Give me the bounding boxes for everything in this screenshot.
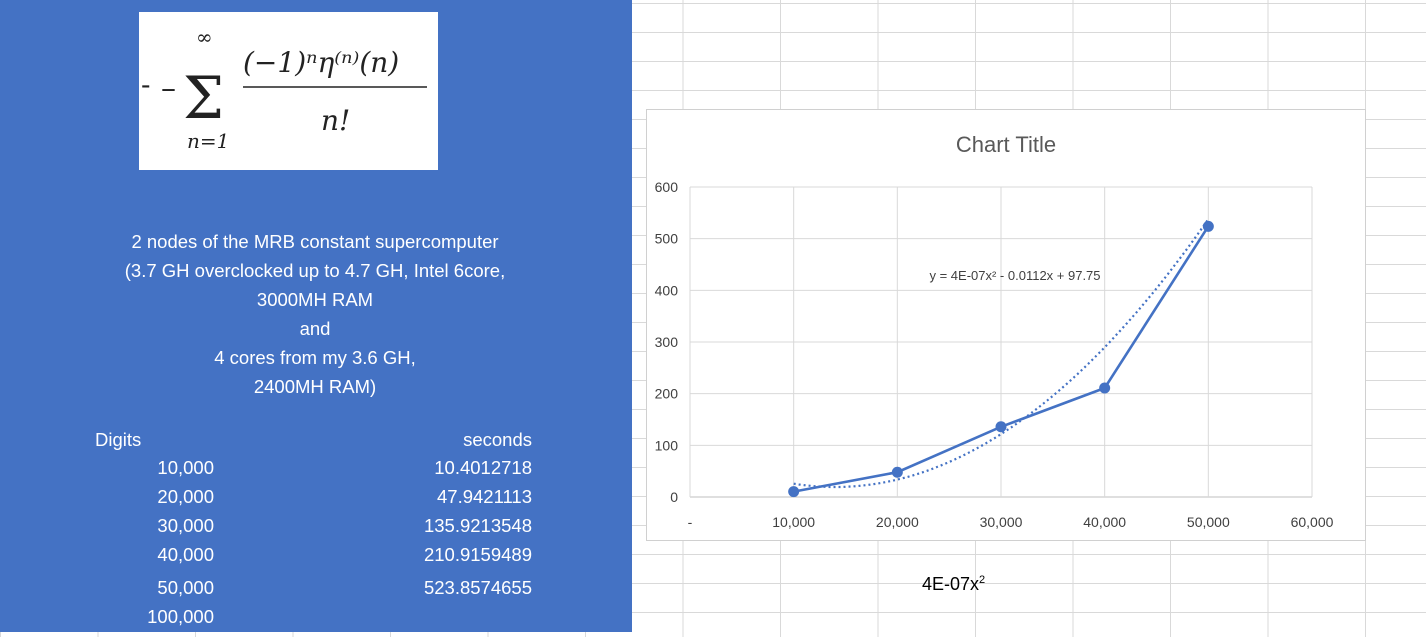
formula-image[interactable]: - – ∞ Σ n=1 (−1)ⁿη⁽ⁿ⁾(n) n! (139, 12, 438, 170)
x-tick-label: - (688, 514, 693, 530)
digits-header-cell[interactable]: Digits (95, 429, 142, 450)
chart-title[interactable]: Chart Title (956, 132, 1056, 157)
x-tick-label: 20,000 (876, 514, 919, 530)
x-tick-label: 60,000 (1291, 514, 1334, 530)
description-line: 4 cores from my 3.6 GH, (214, 347, 416, 368)
y-tick-label: 200 (655, 386, 679, 402)
data-point (891, 466, 903, 478)
x-tick-label: 50,000 (1187, 514, 1230, 530)
trendline (793, 218, 1210, 489)
seconds-cell[interactable]: 210.9159489 (423, 544, 532, 565)
description-line: and (299, 318, 331, 339)
trendline-equation-label[interactable]: y = 4E-07x² - 0.0112x + 97.75 (929, 268, 1100, 283)
description-line: (3.7 GH overclocked up to 4.7 GH, Intel … (124, 260, 506, 281)
y-tick-label: 500 (655, 231, 679, 247)
y-tick-label: 300 (655, 334, 679, 350)
trend-term-cell[interactable]: 4E-07x2 (922, 574, 985, 595)
x-tick-label: 10,000 (772, 514, 815, 530)
digits-cell[interactable]: 100,000 (147, 606, 214, 627)
data-point (788, 486, 800, 498)
formula-sum-upper: ∞ (196, 25, 213, 49)
formula-minus-sign: - (141, 68, 150, 101)
digits-cell[interactable]: 20,000 (157, 486, 214, 507)
trend-term-text: 4E-07x (922, 574, 980, 594)
formula-denominator: n! (321, 104, 350, 137)
y-tick-label: 0 (670, 489, 678, 505)
seconds-header-cell[interactable]: seconds (463, 429, 532, 450)
digits-cell[interactable]: 30,000 (157, 515, 214, 536)
y-tick-label: 100 (655, 437, 679, 453)
x-tick-label: 40,000 (1083, 514, 1126, 530)
digits-cell[interactable]: 50,000 (157, 577, 214, 598)
x-tick-label: 30,000 (980, 514, 1023, 530)
digits-cell[interactable]: 10,000 (157, 457, 214, 478)
description-line: 2400MH RAM) (253, 376, 377, 397)
y-tick-label: 400 (655, 282, 679, 298)
formula-sum-lower: n=1 (187, 129, 229, 153)
data-point (995, 421, 1007, 433)
formula-sigma: Σ (183, 64, 224, 132)
data-point (1202, 220, 1214, 232)
seconds-cell[interactable]: 523.8574655 (423, 577, 532, 598)
formula-sum-dash: – (161, 71, 176, 106)
chart-object[interactable]: Chart Title 0 100 200 300 400 500 600 - 10,000 2… (646, 109, 1366, 541)
trend-term-exponent: 2 (979, 574, 986, 586)
digits-cell[interactable]: 40,000 (157, 544, 214, 565)
description-line: 3000MH RAM (256, 289, 374, 310)
y-tick-label: 600 (655, 179, 679, 195)
description-line: 2 nodes of the MRB constant supercompute… (131, 231, 499, 252)
data-point (1099, 382, 1111, 394)
seconds-cell[interactable]: 10.4012718 (434, 457, 532, 478)
formula-numerator: (−1)ⁿη⁽ⁿ⁾(n) (243, 46, 399, 79)
scatter-chart: Chart Title 0 100 200 300 400 500 600 - 10,000 2… (655, 132, 1334, 530)
seconds-cell[interactable]: 47.9421113 (437, 486, 532, 507)
highlighted-cell-range[interactable]: - – ∞ Σ n=1 (−1)ⁿη⁽ⁿ⁾(n) n! 2 nodes of t… (0, 0, 632, 632)
seconds-cell[interactable]: 135.9213548 (423, 515, 532, 536)
